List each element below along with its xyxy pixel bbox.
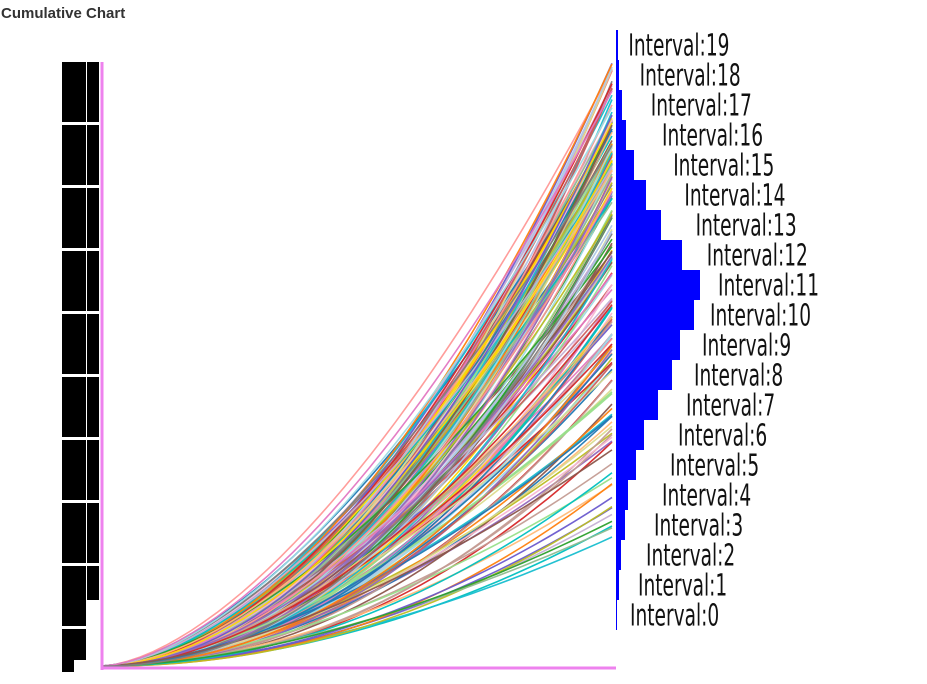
histogram-bar — [616, 570, 619, 600]
histogram-bar — [616, 450, 636, 480]
interval-label: Interval:5 — [670, 448, 759, 483]
chart-axes — [100, 62, 616, 670]
interval-label: Interval:0 — [630, 598, 719, 633]
interval-label: Interval:12 — [707, 238, 808, 273]
interval-label: Interval:13 — [696, 208, 797, 243]
interval-histogram — [616, 30, 700, 630]
interval-label: Interval:10 — [710, 298, 811, 333]
histogram-bar — [616, 510, 625, 540]
interval-label: Interval:8 — [694, 358, 783, 393]
series-line — [101, 90, 613, 667]
histogram-bar — [616, 390, 658, 420]
histogram-bar — [616, 120, 626, 150]
interval-label: Interval:19 — [628, 28, 729, 63]
histogram-bar — [616, 330, 680, 360]
series-line — [101, 68, 613, 667]
interval-label: Interval:16 — [662, 118, 763, 153]
histogram-bar — [616, 150, 634, 180]
interval-label: Interval:18 — [640, 58, 741, 93]
histogram-bar — [616, 420, 644, 450]
series-line — [101, 107, 613, 667]
histogram-bar — [616, 60, 619, 90]
interval-label: Interval:7 — [686, 388, 775, 423]
histogram-bar — [616, 90, 622, 120]
series-line — [101, 246, 613, 667]
interval-label: Interval:14 — [684, 178, 785, 213]
histogram-bar — [616, 30, 618, 60]
series-line — [101, 255, 613, 667]
series-line — [101, 216, 613, 667]
interval-label: Interval:2 — [646, 538, 735, 573]
series-line — [101, 345, 613, 667]
series-lines — [101, 62, 613, 667]
series-line — [101, 505, 613, 667]
histogram-bar — [616, 240, 682, 270]
series-line — [101, 449, 613, 667]
histogram-bar — [616, 300, 694, 330]
interval-label: Interval:4 — [662, 478, 751, 513]
interval-label: Interval:17 — [651, 88, 752, 123]
left-dashed-bars — [62, 62, 99, 672]
series-line — [101, 472, 613, 667]
histogram-bar — [616, 540, 621, 570]
histogram-bar — [616, 360, 672, 390]
chart-title: Cumulative Chart — [1, 5, 126, 22]
interval-label: Interval:11 — [718, 268, 819, 303]
histogram-bar — [616, 270, 700, 300]
interval-label: Interval:15 — [673, 148, 774, 183]
series-line — [101, 273, 613, 667]
interval-label: Interval:1 — [638, 568, 727, 603]
series-line — [101, 304, 613, 667]
interval-labels: Interval:0Interval:1Interval:2Interval:3… — [628, 28, 819, 633]
histogram-bar — [616, 480, 628, 510]
histogram-bar — [616, 180, 646, 210]
series-line — [101, 160, 613, 667]
interval-label: Interval:9 — [702, 328, 791, 363]
histogram-bar — [616, 210, 661, 240]
series-line — [101, 353, 613, 667]
interval-label: Interval:6 — [678, 418, 767, 453]
histogram-bar — [616, 600, 617, 630]
interval-label: Interval:3 — [654, 508, 743, 543]
series-line — [101, 166, 613, 667]
series-line — [101, 520, 613, 667]
